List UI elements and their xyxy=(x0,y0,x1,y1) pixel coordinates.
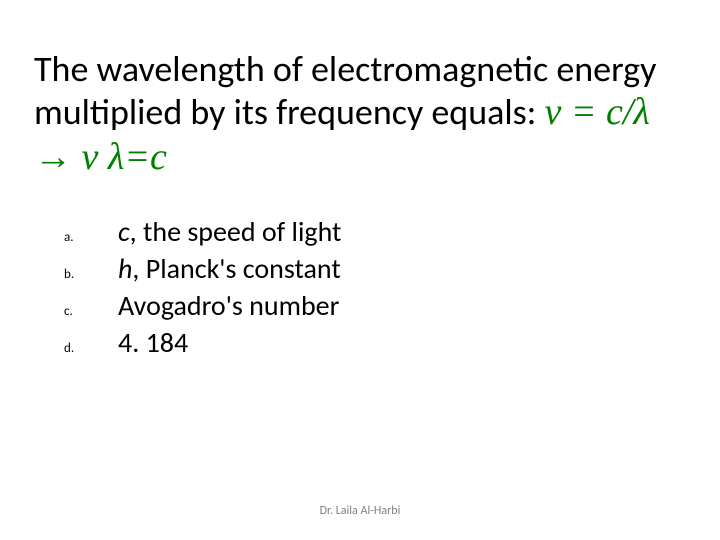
slide: The wavelength of electromagnetic energy… xyxy=(0,0,720,540)
option-rest: Avogadro's number xyxy=(118,288,339,323)
question-text: The wavelength of electromagnetic energy… xyxy=(34,48,686,180)
option-text: c, the speed of light xyxy=(118,214,341,249)
option-b: b. h, Planck's constant xyxy=(64,251,686,286)
option-lead: c xyxy=(118,214,130,249)
option-rest: 4. 184 xyxy=(118,325,188,360)
option-text: h, Planck's constant xyxy=(118,251,341,286)
option-a: a. c, the speed of light xyxy=(64,214,686,249)
option-letter: d. xyxy=(64,341,118,356)
option-d: d. 4. 184 xyxy=(64,325,686,360)
option-letter: b. xyxy=(64,267,118,282)
option-rest: , Planck's constant xyxy=(132,251,340,286)
option-c: c. Avogadro's number xyxy=(64,288,686,323)
options-list: a. c, the speed of light b. h, Planck's … xyxy=(64,214,686,360)
option-lead: h xyxy=(118,251,132,286)
footer-author: Dr. Laila Al-Harbi xyxy=(0,504,720,518)
option-rest: , the speed of light xyxy=(130,214,342,249)
option-letter: c. xyxy=(64,304,118,319)
option-text: 4. 184 xyxy=(118,325,188,360)
option-text: Avogadro's number xyxy=(118,288,339,323)
option-letter: a. xyxy=(64,230,118,245)
